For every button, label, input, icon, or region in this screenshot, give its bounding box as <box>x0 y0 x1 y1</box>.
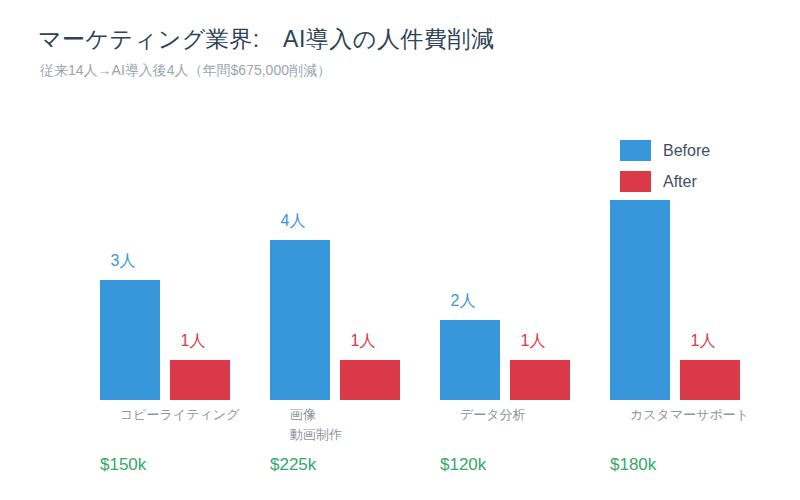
value-label-after-0: 1人 <box>163 331 223 351</box>
value-label-before-1: 4人 <box>263 211 323 231</box>
value-label-before-0: 3人 <box>93 251 153 271</box>
bar-before-0[interactable] <box>100 280 160 400</box>
bar-after-0[interactable] <box>170 360 230 400</box>
value-label-after-3: 1人 <box>673 331 733 351</box>
bar-before-1[interactable] <box>270 240 330 400</box>
savings-label-0: $150k <box>100 455 146 475</box>
bar-before-3[interactable] <box>610 200 670 400</box>
bar-before-2[interactable] <box>440 320 500 400</box>
legend-item-after[interactable]: After <box>620 171 710 192</box>
savings-label-2: $120k <box>440 455 486 475</box>
value-label-after-1: 1人 <box>333 331 393 351</box>
legend-after-label: After <box>663 173 697 191</box>
legend: Before After <box>620 140 710 202</box>
legend-after-swatch <box>620 171 651 192</box>
chart-subtitle: 従来14人→AI導入後4人（年間$675,000削減） <box>40 62 331 80</box>
bar-after-3[interactable] <box>680 360 740 400</box>
value-label-after-2: 1人 <box>503 331 563 351</box>
bar-after-2[interactable] <box>510 360 570 400</box>
category-label-3: カスタマーサポート <box>630 405 749 425</box>
savings-label-1: $225k <box>270 455 316 475</box>
chart-canvas: マーケティング業界: AI導入の人件費削減 従来14人→AI導入後4人（年間$6… <box>0 0 800 500</box>
category-label-1: 画像動画制作 <box>290 405 342 445</box>
chart-title: マーケティング業界: AI導入の人件費削減 <box>38 24 494 55</box>
category-label-0: コピーライティング <box>120 405 239 425</box>
legend-before-swatch <box>620 140 651 161</box>
value-label-before-2: 2人 <box>433 291 493 311</box>
bar-after-1[interactable] <box>340 360 400 400</box>
legend-item-before[interactable]: Before <box>620 140 710 161</box>
legend-before-label: Before <box>663 142 710 160</box>
savings-label-3: $180k <box>610 455 656 475</box>
category-label-2: データ分析 <box>460 405 526 425</box>
